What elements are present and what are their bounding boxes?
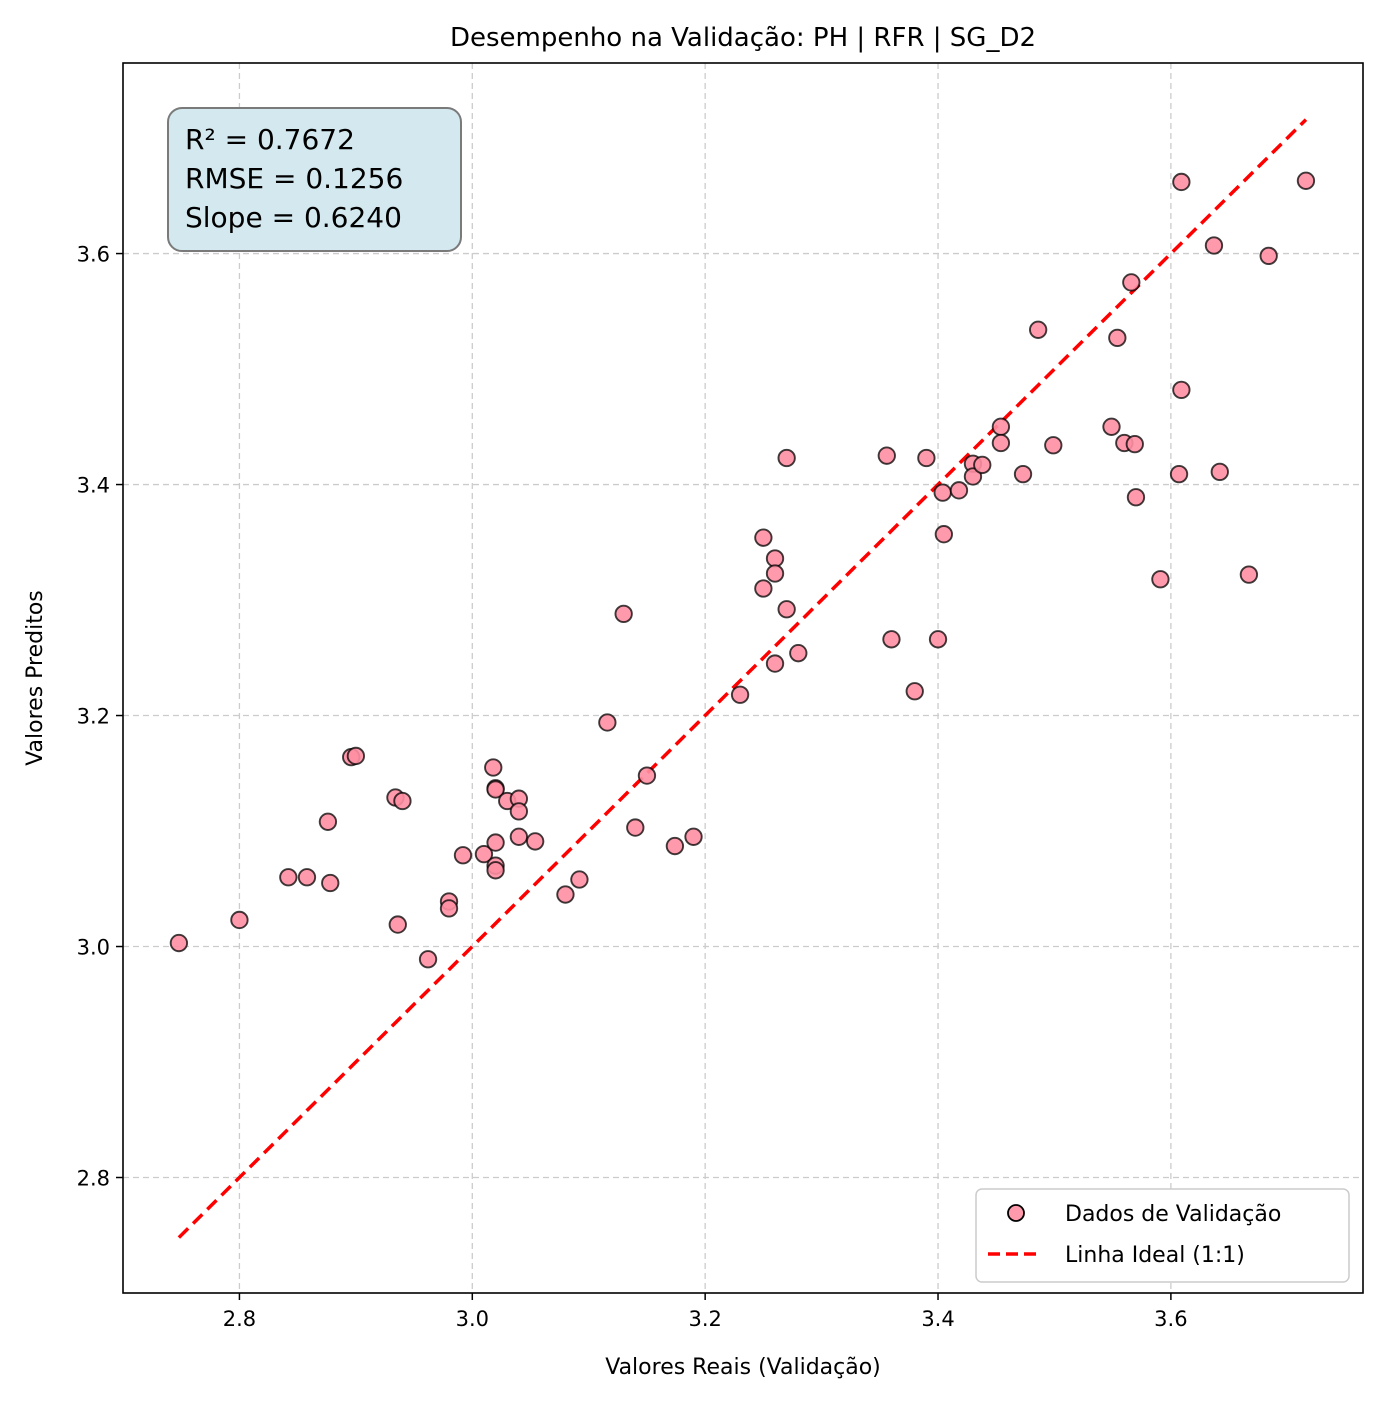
- data-point: [486, 780, 505, 799]
- data-point: [730, 685, 750, 704]
- data-point: [765, 654, 785, 673]
- x-axis-label: Valores Reais (Validação): [605, 1355, 881, 1380]
- axis-ticks: 2.8 3.0 3.2 3.4 3.6 2.8 3.0 3.2 3.4 3.6: [77, 243, 1188, 1331]
- data-point: [509, 802, 529, 821]
- legend-box: [975, 1188, 1350, 1283]
- stats-rmse: RMSE = 0.1256: [185, 162, 403, 195]
- data-point: [526, 832, 545, 851]
- data-point: [1169, 465, 1189, 484]
- data-point: [777, 448, 796, 468]
- data-point: [1151, 570, 1170, 589]
- data-point: [486, 833, 505, 852]
- data-point: [1108, 328, 1127, 348]
- data-point: [637, 766, 657, 785]
- data-point: [933, 483, 952, 502]
- stats-box-background: [167, 107, 462, 252]
- scatter-points: [169, 171, 1316, 969]
- stats-r2: R² = 0.7672: [185, 123, 355, 156]
- data-point: [991, 417, 1011, 436]
- data-point: [318, 812, 338, 831]
- data-point: [905, 682, 924, 701]
- data-point: [321, 873, 340, 893]
- data-point: [1102, 417, 1121, 436]
- data-point: [474, 844, 494, 864]
- data-point: [418, 950, 438, 969]
- y-tick-label: 2.8: [77, 1167, 110, 1191]
- data-point: [486, 861, 505, 880]
- y-tick-label: 3.2: [77, 705, 110, 729]
- data-point: [973, 455, 992, 475]
- stats-box: R² = 0.7672 RMSE = 0.1256 Slope = 0.6240: [167, 107, 462, 252]
- data-point: [1013, 465, 1033, 484]
- data-point: [765, 549, 785, 568]
- data-point: [509, 827, 529, 846]
- data-point: [877, 446, 896, 465]
- grid-lines: [123, 63, 1363, 1293]
- legend: Dados de Validação Linha Ideal (1:1): [975, 1188, 1350, 1283]
- data-point: [393, 791, 412, 811]
- ideal-line: [177, 118, 1308, 1239]
- data-point: [169, 933, 189, 953]
- data-point: [991, 433, 1011, 453]
- legend-label-line: Linha Ideal (1:1): [1065, 1243, 1245, 1268]
- data-point: [1122, 273, 1141, 292]
- x-tick-label: 3.2: [688, 1307, 721, 1331]
- data-point: [1029, 320, 1048, 339]
- data-point: [1239, 565, 1259, 584]
- y-tick-label: 3.4: [77, 474, 110, 498]
- x-tick-label: 3.0: [456, 1307, 489, 1331]
- data-point: [777, 600, 796, 619]
- data-point: [949, 481, 969, 500]
- x-tick-label: 3.6: [1154, 1307, 1187, 1331]
- y-tick-label: 3.0: [77, 936, 110, 960]
- data-point: [1126, 488, 1146, 507]
- data-point: [484, 758, 503, 777]
- data-point: [346, 746, 366, 766]
- data-point: [388, 915, 407, 934]
- data-point: [570, 870, 589, 889]
- data-point: [934, 525, 953, 544]
- data-point: [453, 846, 473, 865]
- data-point: [665, 836, 685, 856]
- data-point: [230, 910, 249, 930]
- data-point: [1044, 436, 1063, 455]
- data-point: [754, 579, 773, 598]
- data-point: [1259, 246, 1278, 266]
- data-point: [556, 885, 575, 904]
- data-point: [1210, 462, 1229, 481]
- data-point: [684, 827, 703, 846]
- data-point: [754, 528, 773, 547]
- stats-slope: Slope = 0.6240: [185, 201, 402, 234]
- data-point: [882, 630, 901, 649]
- legend-label-points: Dados de Validação: [1065, 1202, 1281, 1227]
- x-tick-label: 3.4: [921, 1307, 954, 1331]
- data-point: [1296, 171, 1316, 190]
- data-point: [1125, 434, 1144, 454]
- legend-marker-points: [1007, 1204, 1025, 1222]
- x-tick-label: 2.8: [223, 1307, 256, 1331]
- plot-frame: [122, 62, 1364, 1294]
- data-point: [279, 868, 298, 887]
- chart-title: Desempenho na Validação: PH | RFR | SG_D…: [450, 23, 1036, 53]
- data-point: [1172, 172, 1191, 192]
- data-point: [439, 899, 459, 918]
- data-point: [297, 868, 317, 887]
- data-point: [928, 630, 948, 649]
- ideal-line-layer: [177, 118, 1308, 1239]
- y-axis-label: Valores Preditos: [23, 590, 48, 766]
- data-point: [1172, 380, 1191, 399]
- data-point: [626, 818, 645, 837]
- data-point: [789, 644, 808, 663]
- data-point: [614, 604, 633, 624]
- y-tick-label: 3.6: [77, 243, 110, 267]
- data-point: [598, 713, 617, 732]
- data-point: [765, 564, 785, 583]
- data-point: [1204, 236, 1224, 255]
- data-point: [917, 448, 936, 468]
